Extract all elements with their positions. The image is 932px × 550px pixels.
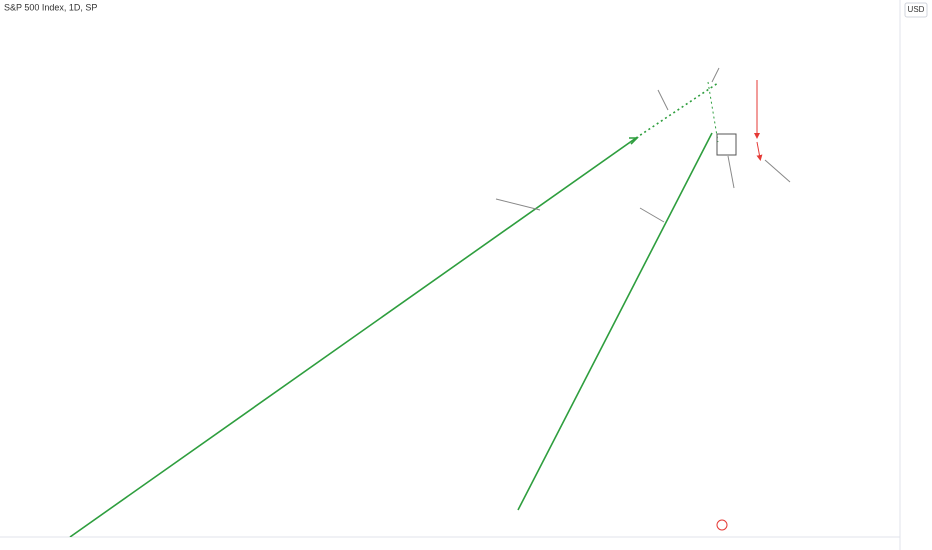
rebound-line bbox=[517, 132, 713, 511]
callout bbox=[764, 159, 791, 183]
callout bbox=[495, 198, 541, 211]
extension-line bbox=[707, 81, 719, 143]
trend-line bbox=[69, 137, 637, 537]
callout bbox=[639, 207, 665, 223]
extended-trend-line bbox=[635, 82, 719, 139]
callout bbox=[727, 155, 735, 189]
currency-box[interactable] bbox=[904, 2, 928, 18]
event-icon[interactable] bbox=[716, 519, 728, 531]
callout bbox=[711, 67, 720, 83]
squeeze-arrow bbox=[756, 141, 763, 161]
fill-in-box bbox=[716, 133, 737, 156]
callout bbox=[657, 89, 669, 111]
currency[interactable]: USD bbox=[908, 5, 925, 14]
symbol-title: S&P 500 Index, 1D, SP bbox=[4, 2, 97, 12]
